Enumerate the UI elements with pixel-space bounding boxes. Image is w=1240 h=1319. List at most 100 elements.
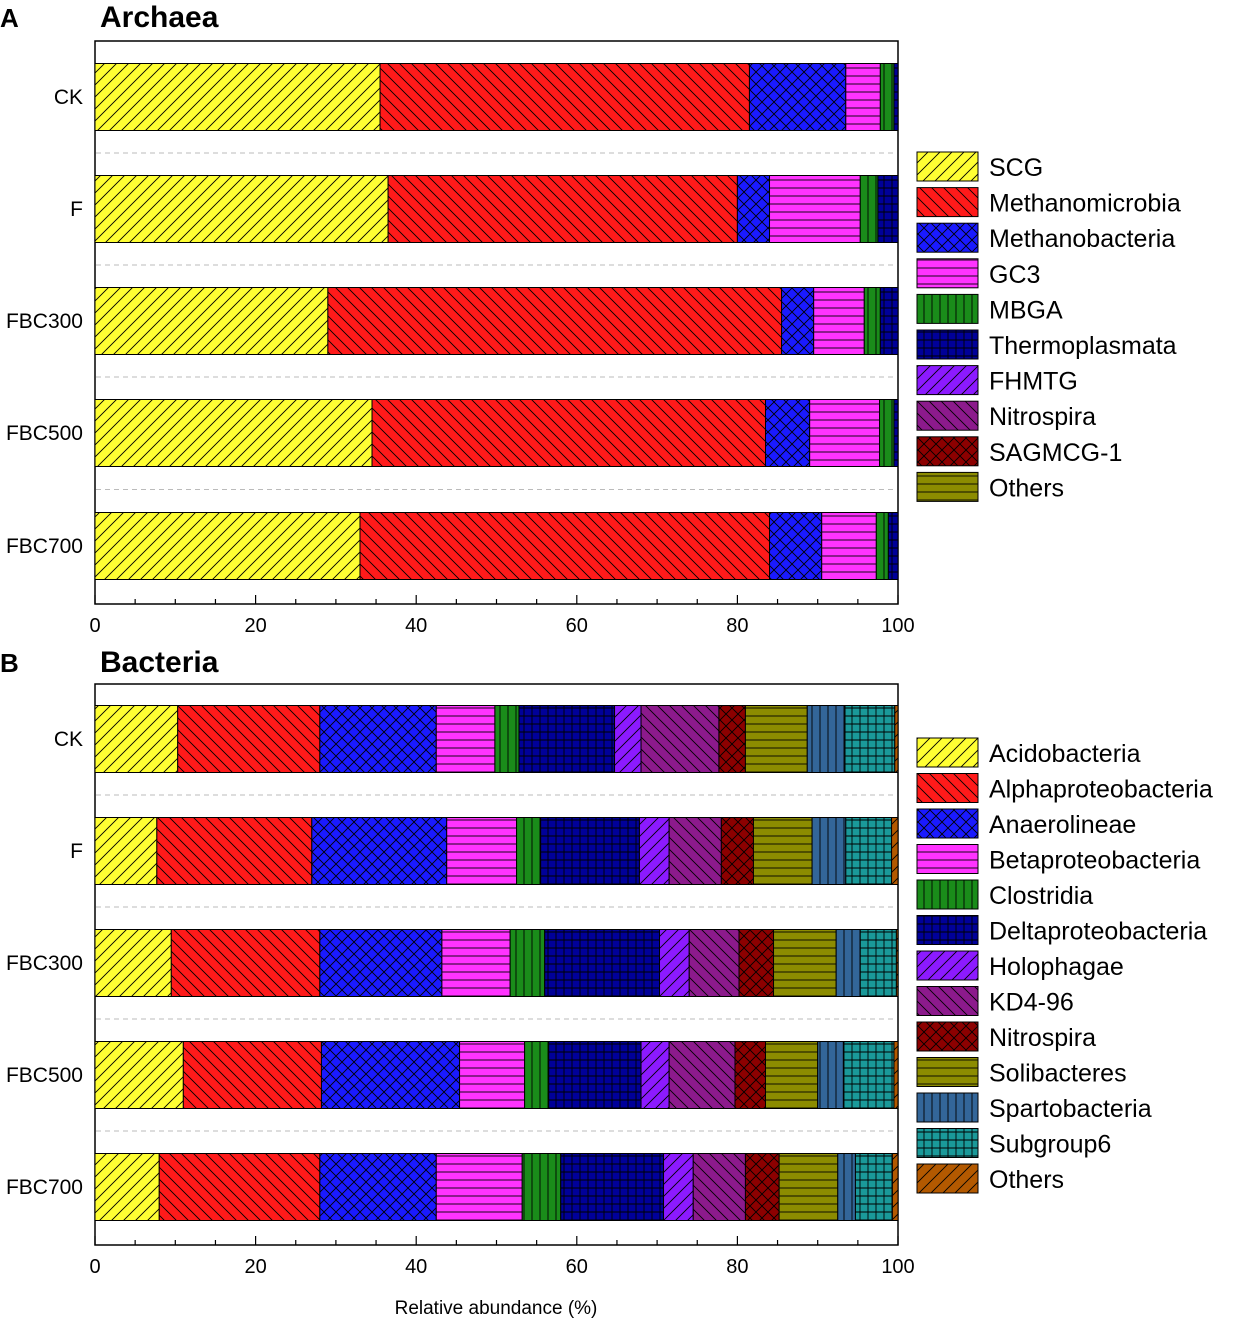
legend-label-mbga: MBGA bbox=[989, 296, 1063, 324]
legend-swatch-solibacteres bbox=[916, 1057, 979, 1087]
bar-segment-fbc300-alphaproteobacteria bbox=[170, 929, 321, 997]
legend-label-spartobacteria: Spartobacteria bbox=[989, 1095, 1152, 1123]
category-label-fbc700: FBC700 bbox=[6, 1176, 83, 1199]
bar-segment-fbc500-solibacteres bbox=[765, 1041, 819, 1109]
panel-letter: B bbox=[0, 648, 19, 678]
chart-title: Archaea bbox=[100, 1, 219, 34]
bar-segment-fbc700-betaproteobacteria bbox=[435, 1153, 523, 1221]
chart-title: Bacteria bbox=[100, 646, 219, 679]
bar-segment-fbc300-acidobacteria bbox=[94, 929, 172, 997]
bar-segment-fbc500-clostridia bbox=[524, 1041, 550, 1109]
legend-label-acidobacteria: Acidobacteria bbox=[989, 740, 1141, 768]
bar-segment-fbc700-subgroup6 bbox=[854, 1153, 893, 1221]
legend-swatch-betaproteobacteria bbox=[916, 844, 979, 874]
legend-label-nitrospira: Nitrospira bbox=[989, 403, 1096, 431]
bar-segment-ck-clostridia bbox=[494, 705, 520, 773]
x-tick-label: 0 bbox=[89, 615, 100, 637]
legend-label-kd4-96: KD4-96 bbox=[989, 989, 1074, 1017]
bar-segment-f-acidobacteria bbox=[94, 817, 158, 885]
bar-segment-fbc500-spartobacteria bbox=[817, 1041, 844, 1109]
bar-segment-fbc700-spartobacteria bbox=[837, 1153, 856, 1221]
bar-segment-fbc300-spartobacteria bbox=[835, 929, 861, 997]
bar-segment-fbc700-methanobacteria bbox=[769, 512, 823, 580]
bar-segment-fbc300-betaproteobacteria bbox=[441, 929, 511, 997]
legend-label-holophagae: Holophagae bbox=[989, 953, 1124, 981]
legend-swatch-methanobacteria bbox=[916, 222, 979, 253]
panel-letter: A bbox=[0, 3, 19, 33]
legend-label-others: Others bbox=[989, 1166, 1064, 1194]
bar-segment-f-others bbox=[891, 817, 899, 885]
bar-segment-ck-solibacteres bbox=[744, 705, 808, 773]
bar-segment-fbc700-methanomicrobia bbox=[359, 512, 771, 580]
legend-swatch-others bbox=[916, 471, 979, 502]
bar-segment-f-clostridia bbox=[516, 817, 542, 885]
legend-swatch-kd4-96 bbox=[916, 986, 979, 1016]
bar-segment-fbc300-deltaproteobacteria bbox=[544, 929, 661, 997]
bar-segment-fbc500-methanomicrobia bbox=[371, 399, 767, 467]
legend-swatch-thermoplasmata bbox=[916, 329, 979, 360]
bar-segment-fbc700-scg bbox=[94, 512, 361, 580]
legend-label-thermoplasmata: Thermoplasmata bbox=[989, 332, 1177, 360]
bar-segment-fbc300-kd4-96 bbox=[688, 929, 740, 997]
legend-swatch-sagmcg-1 bbox=[916, 436, 979, 467]
bar-segment-fbc300-methanomicrobia bbox=[327, 287, 783, 355]
legend-label-methanobacteria: Methanobacteria bbox=[989, 225, 1175, 253]
legend-label-nitrospira: Nitrospira bbox=[989, 1024, 1096, 1052]
x-tick-label: 0 bbox=[89, 1256, 100, 1278]
legend: Acidobacteria Alphaproteobacteria Anaeroli… bbox=[916, 737, 1213, 1194]
x-tick-label: 80 bbox=[726, 1256, 748, 1278]
bar-segment-ck-holophagae bbox=[614, 705, 642, 773]
legend-swatch-anaerolineae bbox=[916, 808, 979, 839]
bar-segment-fbc700-alphaproteobacteria bbox=[158, 1153, 321, 1221]
bar-segment-ck-methanomicrobia bbox=[379, 63, 750, 131]
legend-label-gc3: GC3 bbox=[989, 261, 1040, 289]
bar-segment-fbc300-gc3 bbox=[813, 287, 865, 355]
legend-label-betaproteobacteria: Betaproteobacteria bbox=[989, 847, 1200, 875]
bar-segment-fbc500-mbga bbox=[879, 399, 895, 467]
bar-segment-fbc300-mbga bbox=[863, 287, 881, 355]
bar-segment-fbc500-others bbox=[893, 1041, 899, 1109]
bar-segment-fbc500-nitrospira bbox=[734, 1041, 767, 1109]
category-label-f: F bbox=[70, 198, 83, 221]
legend-swatch-nitrospira bbox=[916, 1021, 979, 1052]
x-tick-label: 20 bbox=[244, 615, 266, 637]
legend-label-others: Others bbox=[989, 474, 1064, 502]
bar-segment-f-subgroup6 bbox=[845, 817, 893, 885]
bar-segment-f-betaproteobacteria bbox=[446, 817, 518, 885]
bar-segment-fbc700-acidobacteria bbox=[94, 1153, 160, 1221]
bar-segment-f-alphaproteobacteria bbox=[156, 817, 313, 885]
legend-swatch-holophagae bbox=[916, 950, 979, 981]
bar-segment-fbc500-thermoplasmata bbox=[893, 399, 899, 467]
legend-swatch-scg bbox=[916, 151, 979, 182]
legend-swatch-spartobacteria bbox=[916, 1092, 979, 1123]
legend-label-subgroup6: Subgroup6 bbox=[989, 1131, 1111, 1159]
bar-segment-ck-others bbox=[894, 705, 899, 773]
bar-segment-ck-alphaproteobacteria bbox=[177, 705, 321, 773]
bar-segment-ck-scg bbox=[94, 63, 381, 131]
bar-segment-fbc500-methanobacteria bbox=[765, 399, 811, 467]
bar-segment-ck-kd4-96 bbox=[640, 705, 720, 773]
bars-group bbox=[94, 63, 899, 580]
bars-group bbox=[94, 705, 899, 1221]
bar-segment-ck-betaproteobacteria bbox=[435, 705, 496, 773]
x-axis-title: Relative abundance (%) bbox=[395, 1298, 598, 1319]
bar-segment-fbc500-subgroup6 bbox=[842, 1041, 895, 1109]
panel-bacteria: B Bacteria CK F FBC300 FBC500 FBC700 0 20 40 60… bbox=[0, 646, 1213, 1319]
bar-segment-fbc300-nitrospira bbox=[738, 929, 775, 997]
legend-swatch-methanomicrobia bbox=[916, 187, 979, 218]
bar-segment-f-mbga bbox=[859, 175, 879, 243]
bar-segment-ck-gc3 bbox=[845, 63, 881, 131]
x-tick-label: 60 bbox=[566, 615, 588, 637]
legend-label-methanomicrobia: Methanomicrobia bbox=[989, 190, 1181, 218]
bar-segment-fbc700-gc3 bbox=[821, 512, 877, 580]
legend-swatch-deltaproteobacteria bbox=[916, 915, 979, 945]
bar-segment-fbc700-solibacteres bbox=[778, 1153, 839, 1221]
bar-segment-fbc500-gc3 bbox=[809, 399, 881, 467]
bar-segment-fbc700-holophagae bbox=[663, 1153, 694, 1221]
bar-segment-fbc700-nitrospira bbox=[744, 1153, 780, 1221]
category-label-fbc300: FBC300 bbox=[6, 952, 83, 975]
category-label-fbc500: FBC500 bbox=[6, 1064, 83, 1087]
legend-label-scg: SCG bbox=[989, 154, 1043, 182]
legend-label-alphaproteobacteria: Alphaproteobacteria bbox=[989, 776, 1213, 804]
